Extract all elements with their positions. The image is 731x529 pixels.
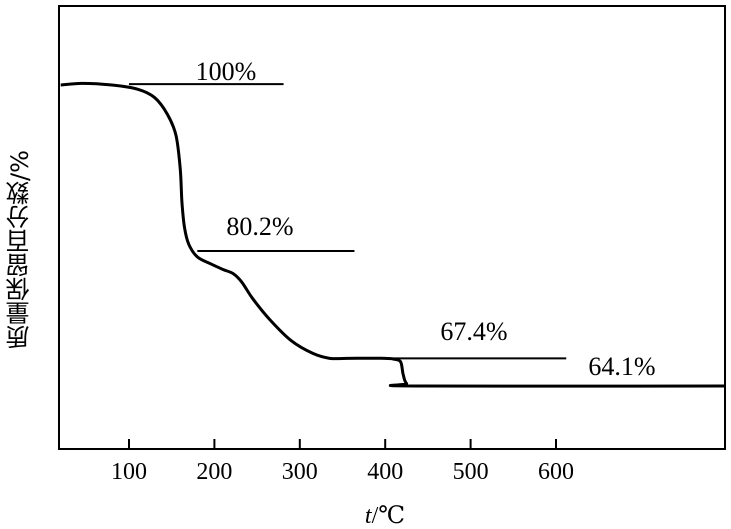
x-axis-label: t/℃ — [365, 503, 405, 529]
x-tick-label-400: 400 — [367, 459, 403, 485]
x-tick-label-200: 200 — [196, 459, 232, 485]
mass-curve — [60, 81, 725, 388]
plot-frame — [58, 5, 726, 450]
annotation-labels: 100% 80.2% 67.4% 64.1% — [196, 57, 656, 381]
x-tick-label-600: 600 — [538, 459, 574, 485]
annotation-label-2: 67.4% — [440, 317, 507, 346]
annotation-label-3: 64.1% — [588, 352, 655, 381]
x-axis-label-var: t — [365, 503, 373, 529]
x-axis-ticks: 100 200 300 400 500 600 — [111, 439, 574, 485]
x-tick-label-100: 100 — [111, 459, 147, 485]
x-axis-label-unit: /℃ — [372, 503, 406, 529]
annotation-lines — [129, 83, 725, 387]
y-axis-label: 质量保留百分数/% — [6, 150, 34, 350]
x-tick-label-500: 500 — [453, 459, 489, 485]
x-tick-label-300: 300 — [282, 459, 318, 485]
annotation-label-1: 80.2% — [226, 212, 293, 241]
annotation-label-0: 100% — [196, 57, 257, 86]
